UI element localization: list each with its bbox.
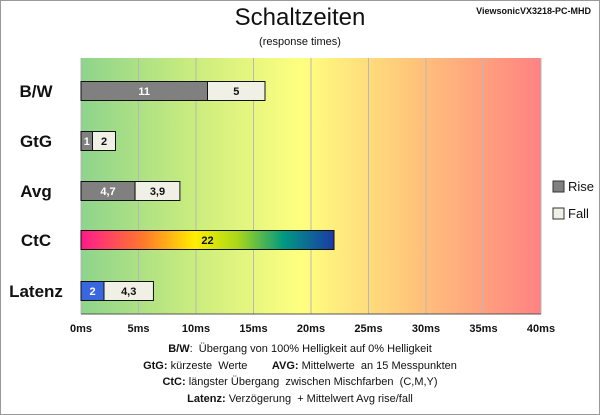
data-label: 5 [233,86,239,98]
legend-label: Fall [568,206,589,221]
note-text: längster Übergang zwischen Mischfarben (… [185,376,438,388]
note-line: GtG: kürzeste Werte AVG: Mittelwerte an … [0,358,600,375]
note-line: CtC: längster Übergang zwischen Mischfar… [0,374,600,391]
chart-notes: B/W: Übergang von 100% Helligkeit auf 0%… [0,341,600,407]
legend-label: Rise [568,179,594,194]
note-term: CtC: [162,376,186,388]
x-axis-ticks: 0ms 5ms 10ms 15ms 20ms 25ms 30ms 35ms 40ms [70,323,555,335]
x-tick-label: 5ms [127,323,149,335]
monitor-model-label: ViewsonicVX3218-PC-MHD [476,6,591,16]
chart-subtitle: (response times) [259,36,341,48]
x-tick-label: 40ms [527,323,555,335]
data-label: 3,9 [150,186,165,198]
x-tick-label: 0ms [70,323,92,335]
note-text: Mittelwerte an 15 Messpunkten [298,359,457,372]
x-tick-label: 30ms [412,323,440,335]
data-label: 1 [84,136,90,148]
x-tick-label: 25ms [354,323,382,335]
note-line: B/W: Übergang von 100% Helligkeit auf 0%… [0,341,600,358]
x-tick-label: 10ms [182,323,210,335]
bar-fall [134,181,181,201]
data-label: 4,3 [121,286,136,298]
x-tick-label: 20ms [297,323,325,335]
category-label: Latenz [9,282,63,301]
category-label: GtG [20,132,52,151]
data-label: 4,7 [100,186,115,198]
category-label: CtC [21,231,51,250]
data-label: 2 [101,136,107,148]
category-labels: B/W GtG Avg CtC Latenz [9,82,63,301]
data-label: 22 [201,235,213,247]
note-term: B/W [168,343,190,355]
note-term: GtG: [143,359,168,372]
data-label: 2 [89,286,95,298]
legend-swatch [552,180,565,193]
bar-ctc [80,230,335,250]
note-text: kürzeste Werte [167,359,272,372]
bar-fall [207,81,266,101]
bar-fall [103,281,154,301]
note-line: Latenz: Verzögerung + Mittelwert Avg ris… [0,391,600,408]
note-text: : Übergang von 100% Helligkeit auf 0% He… [189,343,432,355]
note-term: AVG: [271,359,299,372]
x-tick-label: 15ms [239,323,267,335]
note-term: Latenz: [187,392,226,405]
category-label: B/W [19,82,53,101]
legend-swatch [552,207,565,220]
category-label: Avg [20,182,52,201]
bar-fall [92,131,116,151]
chart-title: Schaltzeiten [234,4,366,31]
note-text: Verzögerung + Mittelwert Avg rise/fall [225,392,413,405]
legend: Rise Fall [552,179,594,221]
x-tick-label: 35ms [469,323,497,335]
data-label: 11 [138,86,150,98]
